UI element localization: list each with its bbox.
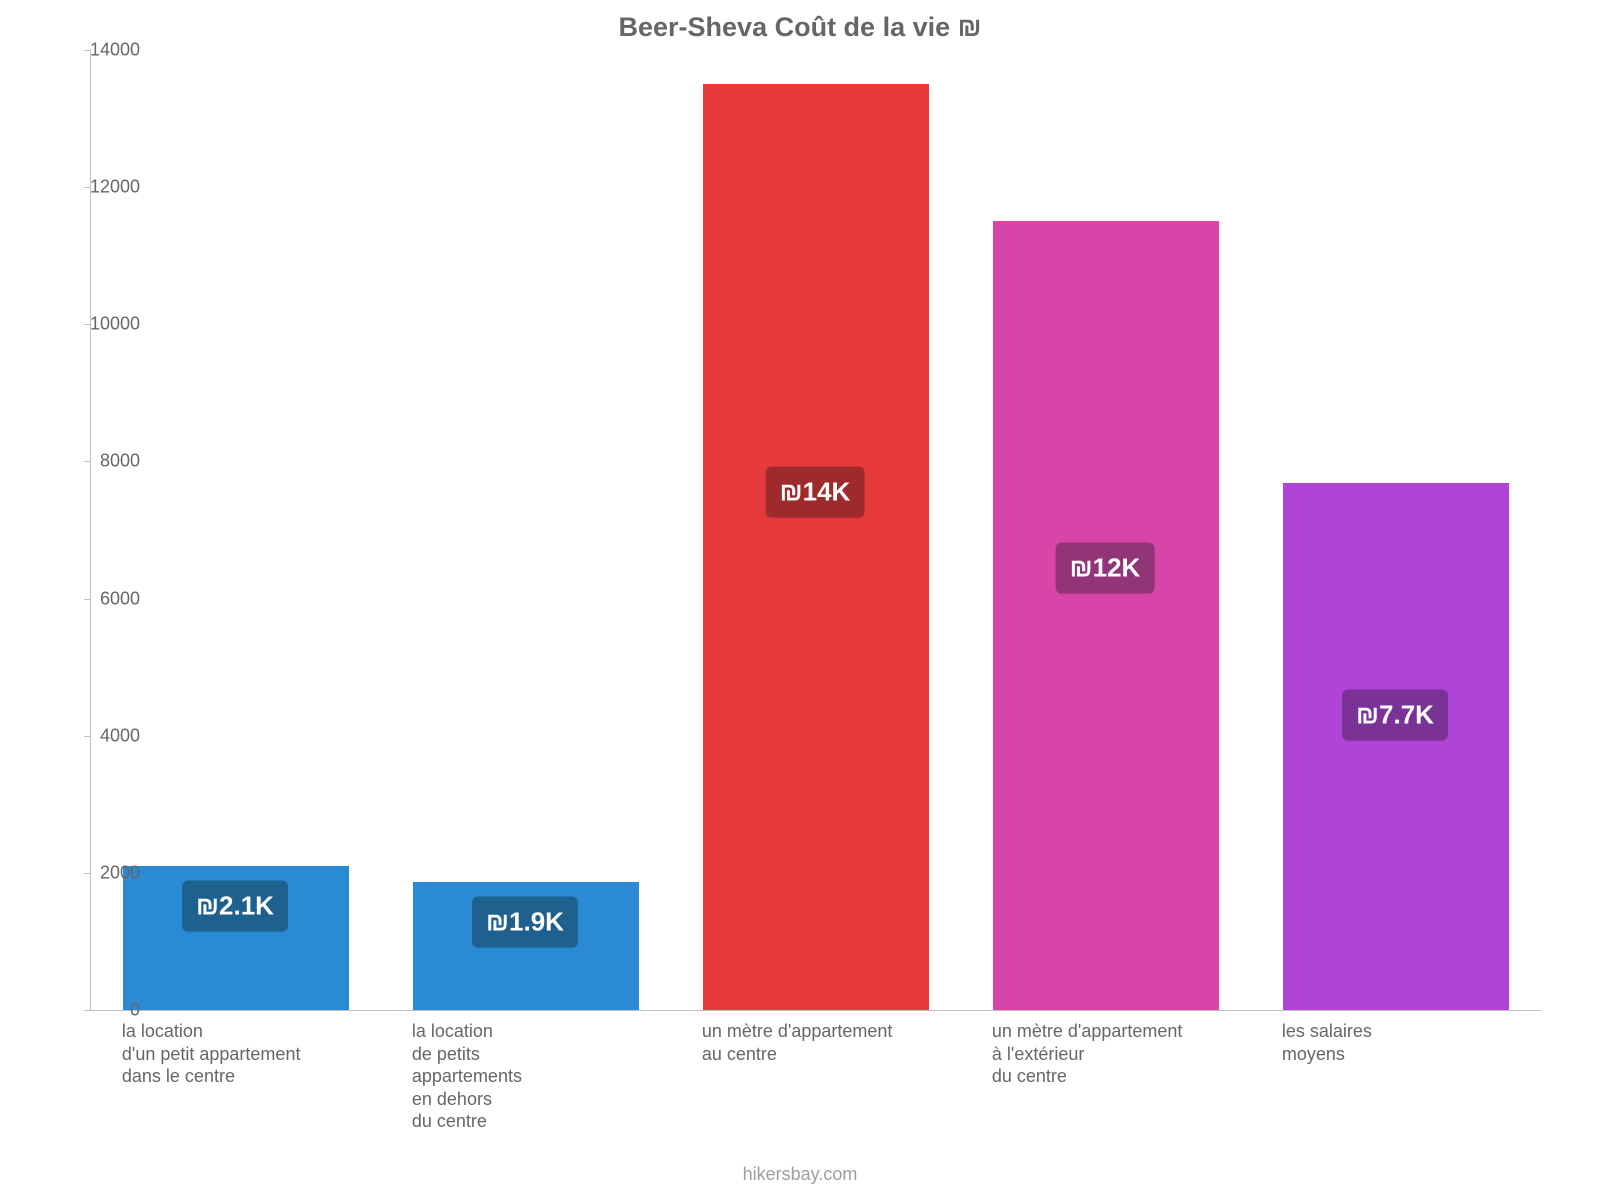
y-tick-label: 0 — [130, 1000, 140, 1021]
y-tick-label: 10000 — [90, 314, 140, 335]
chart-title: Beer-Sheva Coût de la vie ₪ — [0, 12, 1600, 43]
y-tick-mark — [84, 873, 90, 874]
y-tick-label: 8000 — [100, 451, 140, 472]
bar-value-label: ₪1.9K — [472, 896, 578, 947]
y-tick-mark — [84, 736, 90, 737]
y-tick-label: 4000 — [100, 725, 140, 746]
y-tick-label: 14000 — [90, 40, 140, 61]
y-tick-mark — [84, 461, 90, 462]
x-category-label: la location d'un petit appartement dans … — [122, 1020, 368, 1088]
y-tick-mark — [84, 324, 90, 325]
y-tick-label: 2000 — [100, 862, 140, 883]
bar-value-label: ₪2.1K — [182, 881, 288, 932]
y-tick-mark — [84, 1010, 90, 1011]
bar — [703, 84, 929, 1010]
x-category-label: un mètre d'appartement au centre — [702, 1020, 948, 1065]
plot-area — [90, 50, 1541, 1011]
bar-value-label: ₪12K — [1056, 543, 1155, 594]
bar-value-label: ₪7.7K — [1342, 690, 1448, 741]
y-tick-label: 6000 — [100, 588, 140, 609]
y-tick-mark — [84, 187, 90, 188]
x-category-label: la location de petits appartements en de… — [412, 1020, 658, 1133]
bar-value-label: ₪14K — [766, 466, 865, 517]
x-category-label: un mètre d'appartement à l'extérieur du … — [992, 1020, 1238, 1088]
y-tick-mark — [84, 50, 90, 51]
cost-of-living-bar-chart: Beer-Sheva Coût de la vie ₪ hikersbay.co… — [0, 0, 1600, 1200]
attribution-text: hikersbay.com — [0, 1164, 1600, 1185]
y-tick-label: 12000 — [90, 177, 140, 198]
bar — [993, 221, 1219, 1010]
bar — [1283, 483, 1509, 1010]
y-tick-mark — [84, 599, 90, 600]
x-category-label: les salaires moyens — [1282, 1020, 1528, 1065]
